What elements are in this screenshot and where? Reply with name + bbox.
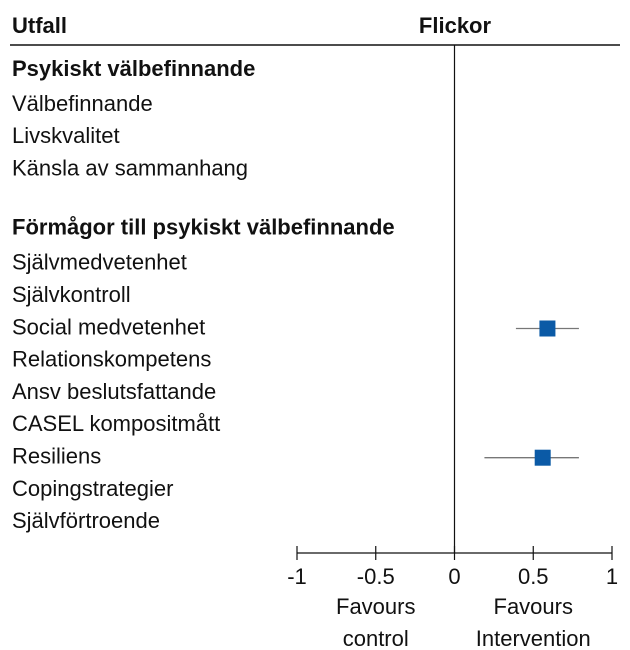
outcome-label: CASEL kompositmått	[12, 411, 220, 436]
outcome-label: Självförtroende	[12, 508, 160, 533]
outcome-label: Självkontroll	[12, 282, 131, 307]
column-header: Flickor	[419, 13, 492, 38]
outcome-label: Livskvalitet	[12, 123, 120, 148]
column-header: Utfall	[12, 13, 67, 38]
outcome-label: Välbefinnande	[12, 91, 153, 116]
x-tick-label: 0	[448, 564, 460, 589]
x-annotation: control	[343, 626, 409, 650]
outcome-label: Resiliens	[12, 444, 101, 469]
group-header: Förmågor till psykiskt välbefinnande	[12, 215, 395, 240]
x-tick-label: -1	[287, 564, 307, 589]
point-estimate	[534, 449, 551, 466]
x-annotation: Intervention	[476, 626, 591, 650]
x-tick-label: -0.5	[357, 564, 395, 589]
outcome-label: Ansv beslutsfattande	[12, 379, 216, 404]
x-tick-label: 1	[606, 564, 618, 589]
outcome-label: Relationskompetens	[12, 347, 211, 372]
group-header: Psykiskt välbefinnande	[12, 56, 255, 81]
outcome-label: Känsla av sammanhang	[12, 155, 248, 180]
x-annotation: Favours	[494, 594, 573, 619]
x-annotation: Favours	[336, 594, 415, 619]
outcome-label: Social medvetenhet	[12, 314, 205, 339]
x-tick-label: 0.5	[518, 564, 549, 589]
outcome-label: Självmedvetenhet	[12, 250, 187, 275]
point-estimate	[539, 320, 556, 337]
outcome-label: Copingstrategier	[12, 476, 173, 501]
